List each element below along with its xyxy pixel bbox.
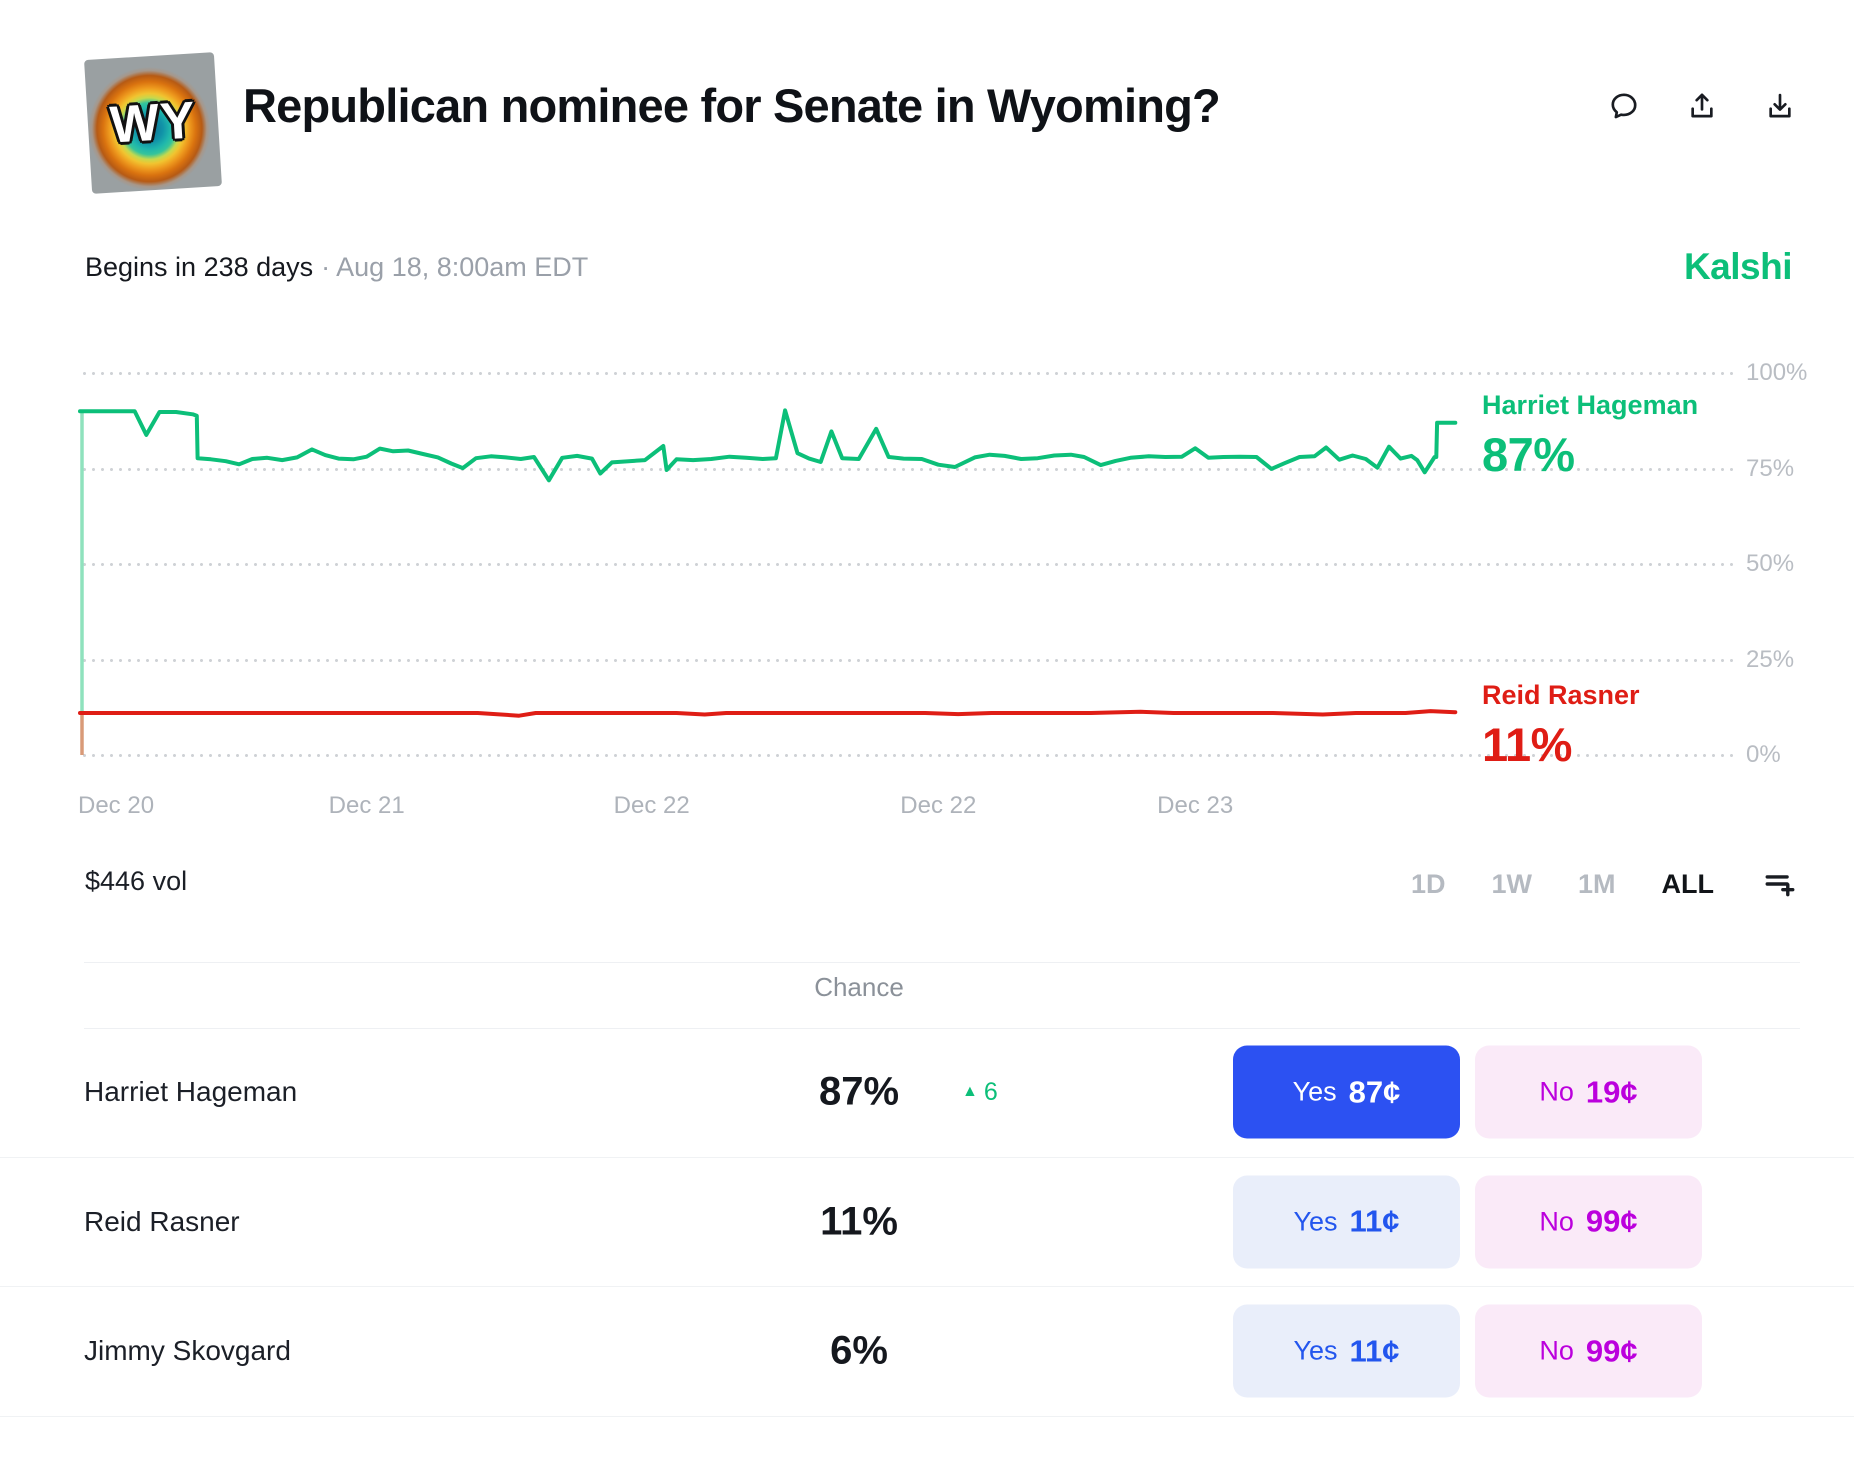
download-icon [1769, 93, 1791, 118]
chance-value: 6% [830, 1328, 888, 1373]
share-button[interactable] [1682, 86, 1722, 126]
table-row: Reid Rasner 11% Yes 11¢ No 99¢ [0, 1158, 1854, 1287]
yes-label: Yes [1293, 1335, 1338, 1366]
contracts-table: Harriet Hageman 87% ▲ 6 Yes 87¢ No 19¢ Reid Rasn… [0, 1028, 1854, 1417]
comment-button[interactable] [1604, 86, 1644, 126]
series-name-label: Harriet Hageman [1482, 389, 1699, 420]
volume-text: $446 vol [85, 866, 188, 896]
header-actions [1604, 86, 1800, 126]
chart-plot-area[interactable] [78, 373, 1737, 755]
list-plus-icon [1765, 875, 1795, 897]
y-axis-tick: 0% [1746, 741, 1781, 768]
chance-value: 87% ▲ 6 [818, 1069, 998, 1114]
table-top-divider [84, 962, 1800, 963]
y-axis-tick: 25% [1746, 645, 1795, 673]
x-axis-tick: Dec 22 [900, 792, 977, 819]
begins-in-text: Begins in 238 days [85, 252, 314, 282]
page-title: Republican nominee for Senate in Wyoming… [243, 79, 1221, 132]
series-current-value: 11% [1482, 717, 1572, 771]
range-button-1d[interactable]: 1D [1410, 868, 1446, 899]
price-history-chart[interactable]: 100% 75% 50% 25% 0% Dec 20 Dec 21 Dec 22 Dec 22… [0, 0, 1854, 840]
yes-button[interactable]: Yes 11¢ [1233, 1304, 1460, 1398]
market-timing: Begins in 238 days · Aug 18, 8:00am EDT [85, 252, 588, 283]
series-line-reid-rasner [78, 709, 1458, 718]
gridline [80, 658, 1737, 662]
range-button-1m[interactable]: 1M [1578, 868, 1616, 899]
share-icon [1691, 93, 1713, 118]
gridline [80, 467, 1737, 471]
table-row: Jimmy Skovgard 6% Yes 11¢ No 99¢ [0, 1287, 1854, 1417]
y-axis-tick: 50% [1746, 550, 1795, 577]
no-price: 99¢ [1585, 1203, 1638, 1239]
kalshi-logo: Kalshi [1683, 246, 1793, 287]
yes-label: Yes [1293, 1206, 1338, 1237]
chance-value: 11% [820, 1199, 898, 1244]
x-axis-tick: Dec 20 [78, 792, 155, 819]
x-axis-tick: Dec 22 [613, 792, 690, 819]
y-axis-tick: 75% [1746, 454, 1795, 482]
download-button[interactable] [1760, 86, 1800, 126]
x-axis-tick: Dec 21 [328, 792, 405, 819]
time-range-selector: 1D 1W 1M ALL [1411, 864, 1800, 904]
contract-name: Jimmy Skovgard [84, 1335, 291, 1367]
gridline [80, 563, 1737, 566]
range-button-all[interactable]: ALL [1661, 868, 1714, 899]
yes-price: 11¢ [1349, 1333, 1400, 1369]
change-amount: 6 [983, 1077, 998, 1106]
chance-column-header: Chance [814, 972, 904, 1002]
yes-price: 87¢ [1348, 1074, 1401, 1110]
series-name-label: Reid Rasner [1482, 679, 1640, 710]
no-price: 19¢ [1585, 1074, 1638, 1110]
contract-name: Reid Rasner [84, 1205, 240, 1237]
no-button[interactable]: No 19¢ [1475, 1045, 1702, 1139]
gridline [80, 754, 1737, 757]
no-button[interactable]: No 99¢ [1475, 1304, 1702, 1398]
range-button-1w[interactable]: 1W [1491, 868, 1533, 899]
yes-price: 11¢ [1349, 1203, 1400, 1239]
no-label: No [1539, 1335, 1574, 1366]
no-price: 99¢ [1585, 1333, 1638, 1369]
add-to-watchlist-button[interactable] [1760, 864, 1800, 904]
gridline [80, 372, 1737, 375]
yes-button[interactable]: Yes 87¢ [1233, 1045, 1460, 1139]
yes-label: Yes [1292, 1076, 1337, 1107]
table-row: Harriet Hageman 87% ▲ 6 Yes 87¢ No 19¢ [0, 1028, 1854, 1158]
start-date-text: · Aug 18, 8:00am EDT [321, 252, 589, 282]
x-axis-tick: Dec 23 [1157, 792, 1234, 819]
no-label: No [1539, 1076, 1574, 1107]
y-axis-tick: 100% [1746, 359, 1808, 386]
yes-button[interactable]: Yes 11¢ [1233, 1175, 1460, 1269]
contract-name: Harriet Hageman [84, 1076, 298, 1108]
no-label: No [1539, 1206, 1574, 1237]
comment-icon [1611, 93, 1637, 119]
up-arrow-icon: ▲ [962, 1083, 978, 1101]
table-header-divider [84, 1028, 1800, 1029]
change-indicator: ▲ 6 [962, 1078, 998, 1107]
no-button[interactable]: No 99¢ [1475, 1175, 1702, 1269]
series-current-value: 87% [1482, 427, 1575, 481]
series-line-harriet-hageman [78, 408, 1458, 483]
